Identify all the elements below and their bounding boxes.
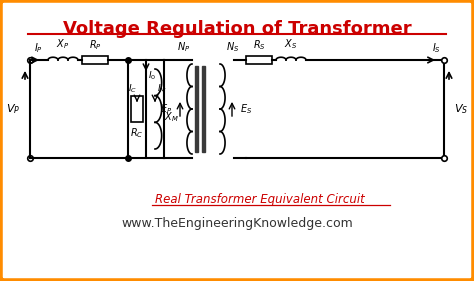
Text: $I_0$: $I_0$ [148,70,156,83]
Text: Real Transformer Equivalent Circuit: Real Transformer Equivalent Circuit [155,193,365,206]
Text: $I_S$: $I_S$ [431,41,440,55]
Bar [131,96,143,122]
Text: Voltage Regulation of Transformer: Voltage Regulation of Transformer [63,20,411,38]
Bar [195,66,198,152]
Text: $X_P$: $X_P$ [56,37,70,51]
Bar [246,56,272,64]
Text: $V_S$: $V_S$ [454,102,468,116]
Text: $I_M$: $I_M$ [157,83,167,95]
Text: $I_P$: $I_P$ [34,41,43,55]
Text: $X_M$: $X_M$ [164,110,179,124]
Text: www.TheEngineeringKnowledge.com: www.TheEngineeringKnowledge.com [121,217,353,230]
Text: $X_S$: $X_S$ [284,37,298,51]
Text: $E_S$: $E_S$ [240,102,252,116]
Text: $V_P$: $V_P$ [6,102,20,116]
Bar [82,56,108,64]
Text: $R_S$: $R_S$ [253,38,265,52]
Text: $I_C$: $I_C$ [128,83,137,95]
Text: $R_C$: $R_C$ [130,126,144,140]
Bar [202,66,205,152]
Text: $R_P$: $R_P$ [89,38,101,52]
Text: $N_P$: $N_P$ [177,40,190,54]
Text: $N_S$: $N_S$ [226,40,239,54]
Text: $E_P$: $E_P$ [160,102,172,116]
